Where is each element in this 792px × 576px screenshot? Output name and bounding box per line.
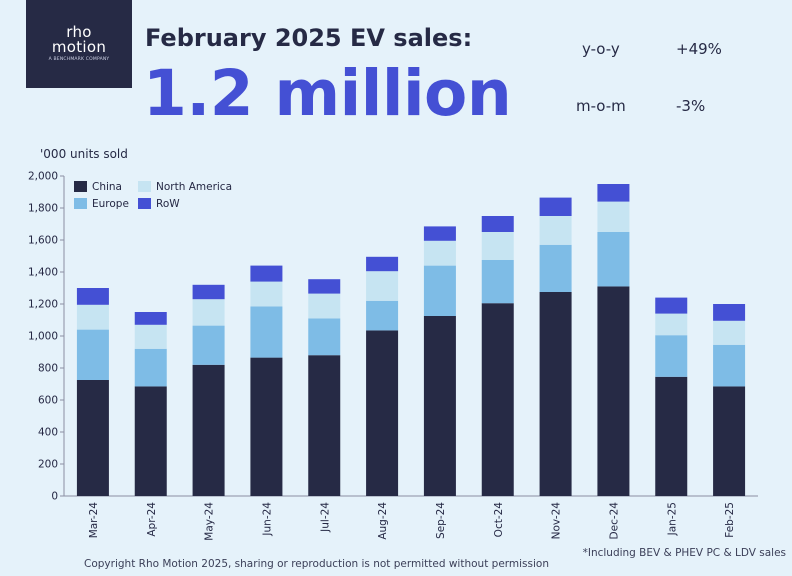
legend-label: North America: [156, 181, 232, 193]
bar-row-jul-24: [308, 279, 341, 294]
bar-north-america-jul-24: [308, 293, 341, 319]
y-tick-label: 1,600: [28, 235, 58, 247]
x-tick-label: Dec-24: [608, 502, 620, 540]
bar-europe-aug-24: [366, 300, 399, 331]
bar-europe-nov-24: [539, 244, 572, 292]
rho-motion-logo: rho motion A BENCHMARK COMPANY: [26, 0, 132, 88]
y-tick-label: 1,400: [28, 267, 58, 279]
bar-europe-oct-24: [481, 260, 514, 304]
legend-label: Europe: [92, 198, 129, 210]
logo-text-motion: motion: [51, 38, 107, 56]
bar-china-jan-25: [655, 376, 688, 496]
logo-text-rho: rho: [66, 23, 92, 41]
footnote: *Including BEV & PHEV PC & LDV sales: [582, 547, 786, 559]
copyright-text: Copyright Rho Motion 2025, sharing or re…: [84, 558, 549, 570]
mom-value: -3%: [676, 97, 706, 115]
bar-row-nov-24: [539, 197, 572, 216]
x-tick-label: Mar-24: [88, 502, 100, 539]
bar-europe-feb-25: [713, 344, 746, 387]
bar-europe-may-24: [192, 325, 225, 365]
x-tick-label: Jan-25: [666, 502, 678, 536]
bar-china-aug-24: [366, 330, 399, 496]
bar-europe-dec-24: [597, 232, 630, 287]
bar-china-mar-24: [76, 380, 109, 496]
bar-row-feb-25: [713, 304, 746, 321]
bar-north-america-jan-25: [655, 313, 688, 336]
bar-north-america-apr-24: [134, 324, 167, 349]
x-tick-label: Oct-24: [493, 502, 505, 538]
bar-china-nov-24: [539, 292, 572, 496]
bar-row-aug-24: [366, 256, 399, 272]
yoy-label: y-o-y: [582, 40, 620, 58]
bar-north-america-dec-24: [597, 201, 630, 232]
bar-row-mar-24: [76, 288, 109, 305]
y-axis-title: '000 units sold: [40, 147, 128, 161]
bar-china-jun-24: [250, 357, 283, 496]
bar-north-america-mar-24: [76, 304, 109, 330]
bar-north-america-jun-24: [250, 281, 283, 307]
y-tick-label: 200: [38, 459, 58, 471]
bar-china-may-24: [192, 364, 225, 496]
bar-north-america-may-24: [192, 299, 225, 326]
bar-europe-jul-24: [308, 318, 341, 356]
bar-europe-jan-25: [655, 335, 688, 377]
bar-row-apr-24: [134, 312, 167, 325]
legend-swatch-row: [138, 198, 151, 209]
bar-europe-jun-24: [250, 306, 283, 358]
yoy-value: +49%: [676, 40, 722, 58]
y-tick-label: 1,000: [28, 331, 58, 343]
x-tick-label: Apr-24: [146, 502, 158, 537]
legend-label: China: [92, 181, 122, 193]
legend-label: RoW: [156, 198, 180, 210]
y-tick-label: 1,200: [28, 299, 58, 311]
logo-tagline: A BENCHMARK COMPANY: [48, 57, 110, 62]
legend-swatch-europe: [74, 198, 87, 209]
y-tick-label: 0: [51, 491, 58, 503]
x-tick-label: May-24: [204, 502, 216, 541]
bar-row-jan-25: [655, 297, 688, 314]
bar-china-dec-24: [597, 286, 630, 496]
legend-swatch-china: [74, 181, 87, 192]
bar-row-may-24: [192, 284, 225, 300]
y-tick-label: 400: [38, 427, 58, 439]
bar-europe-mar-24: [76, 329, 109, 380]
bar-north-america-aug-24: [366, 271, 399, 301]
bar-row-dec-24: [597, 184, 630, 202]
headline: February 2025 EV sales:: [145, 24, 473, 52]
bar-china-oct-24: [481, 303, 514, 496]
bar-row-sep-24: [423, 226, 456, 241]
bar-europe-sep-24: [423, 265, 456, 316]
mom-label: m-o-m: [576, 97, 626, 115]
bar-china-apr-24: [134, 386, 167, 496]
x-tick-label: Sep-24: [435, 502, 447, 539]
x-tick-label: Jul-24: [319, 502, 331, 533]
big-number: 1.2 million: [143, 57, 512, 130]
bar-row-jun-24: [250, 265, 283, 282]
y-tick-label: 600: [38, 395, 58, 407]
bar-china-jul-24: [308, 355, 341, 496]
x-tick-label: Aug-24: [377, 502, 389, 540]
y-tick-label: 800: [38, 363, 58, 375]
x-tick-label: Nov-24: [551, 502, 563, 540]
bar-china-feb-25: [713, 386, 746, 496]
bar-north-america-nov-24: [539, 216, 572, 245]
x-tick-label: Feb-25: [724, 502, 736, 538]
bar-europe-apr-24: [134, 348, 167, 387]
bar-north-america-feb-25: [713, 320, 746, 345]
y-tick-label: 2,000: [28, 171, 58, 183]
bar-row-oct-24: [481, 216, 514, 232]
bar-china-sep-24: [423, 316, 456, 496]
y-tick-label: 1,800: [28, 203, 58, 215]
bar-north-america-sep-24: [423, 240, 456, 266]
bar-north-america-oct-24: [481, 232, 514, 260]
legend-swatch-north-america: [138, 181, 151, 192]
x-tick-label: Jun-24: [261, 502, 273, 537]
